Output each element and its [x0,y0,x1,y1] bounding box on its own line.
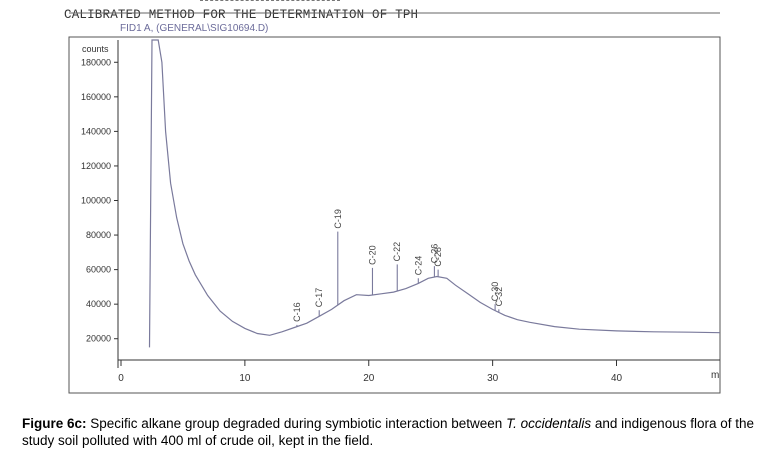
chart-subtitle: FID1 A, (GENERAL\SIG10694.D) [120,23,269,34]
y-tick-label: 120000 [81,161,111,171]
peak-label: C-28 [433,247,443,267]
figure-caption: Figure 6c: Specific alkane group degrade… [22,415,754,449]
y-tick-label: 140000 [81,126,111,136]
chromatogram-chart: counts m 20000 40000 60000 80000 100000 12000… [68,12,721,394]
y-tick-label: 180000 [81,57,111,67]
y-tick-label: 60000 [86,265,111,275]
x-tick-label: 20 [363,373,375,384]
peak-label: C-22 [392,242,402,262]
caption-species: T. occidentalis [506,415,592,431]
peak-label: C-19 [333,209,343,229]
chart-title: CALIBRATED METHOD FOR THE DETERMINATION … [64,8,419,22]
y-axis-label: counts [82,44,109,54]
y-tick-label: 20000 [86,334,111,344]
peak-labels: C-16 C-17 C-19 C-20 C-22 C-24 C-26C-28 C-30C-32 [292,209,504,322]
y-tick-label: 100000 [81,196,111,206]
x-tick-label: 40 [611,373,623,384]
x-axis-ticks: 0 10 20 30 40 [118,360,623,384]
x-tick-label: 10 [239,373,251,384]
series-layer [148,39,721,348]
y-tick-label: 40000 [86,299,111,309]
peak-label: C-24 [413,256,423,276]
scanned-header-fragment [200,0,340,5]
plot-frame [68,36,721,394]
peak-label: C-26 [429,244,439,264]
x-tick-label: 30 [487,373,499,384]
peak-label: C-16 [292,302,302,322]
peak-label: C-32 [494,287,504,307]
figure-label: Figure 6c: [22,415,87,431]
series-line [148,39,721,348]
y-tick-label: 160000 [81,92,111,102]
peak-label: C-17 [314,288,324,308]
y-tick-label: 80000 [86,230,111,240]
peak-label: C-30 [490,282,500,302]
caption-text-1: Specific alkane group degraded during sy… [86,415,507,431]
y-axis-ticks: 20000 40000 60000 80000 100000 120000 140000 16… [81,57,118,344]
x-tick-label: 0 [118,373,124,384]
x-axis-label: m [711,370,719,381]
peak-label: C-20 [368,245,378,265]
